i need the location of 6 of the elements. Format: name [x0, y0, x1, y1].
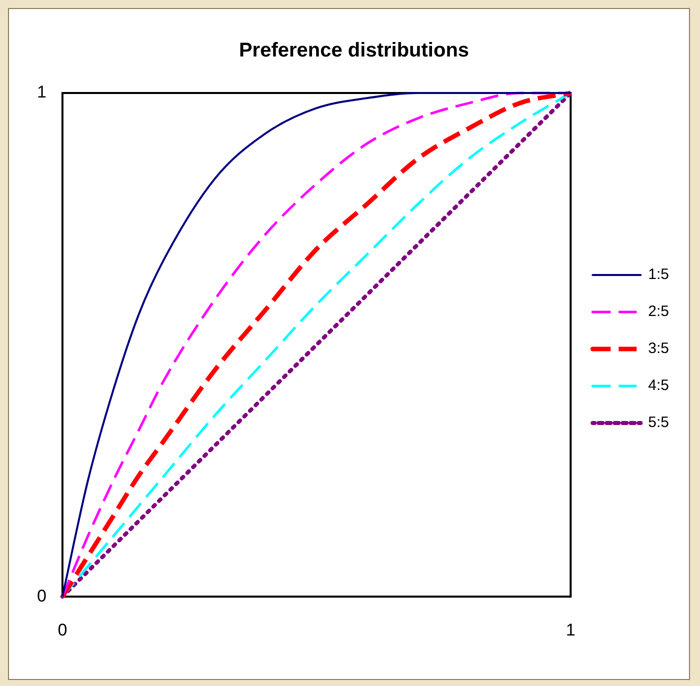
chart-title: Preference distributions: [238, 40, 470, 62]
legend-label: 2:5: [648, 303, 670, 320]
legend-label: 5:5: [648, 414, 670, 432]
legend-label: 3:5: [648, 340, 670, 358]
legend-label: 4:5: [648, 377, 670, 394]
legend-label: 1:5: [648, 266, 670, 284]
